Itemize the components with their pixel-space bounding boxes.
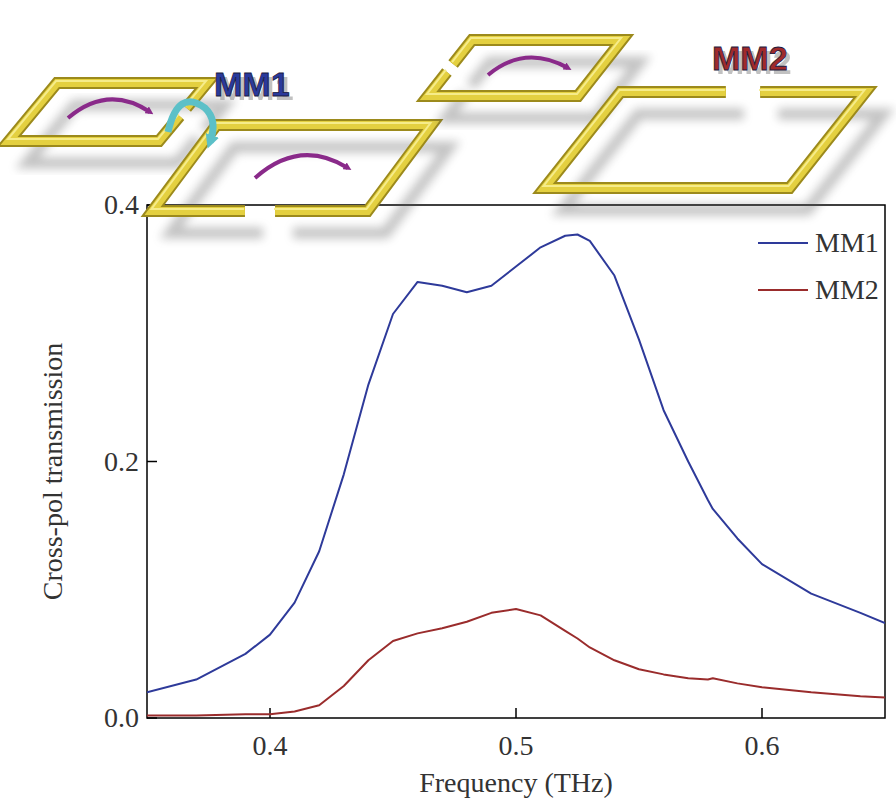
y-tick-label: 0.2: [104, 446, 139, 477]
current-arrow: [68, 99, 150, 118]
legend: MM1 MM2: [758, 227, 879, 305]
ring: [428, 40, 622, 96]
legend-label: MM1: [815, 227, 879, 258]
coupling-arrow: [168, 102, 213, 142]
annotation: MM1: [214, 65, 290, 103]
legend-swatch: [758, 289, 808, 291]
illustration: MM1MM1MM2MM2: [8, 38, 884, 233]
x-tick: [761, 708, 763, 718]
legend-swatch: [758, 242, 808, 244]
ring-edge: [153, 125, 432, 211]
y-tick-label: 0.4: [104, 189, 139, 220]
series-line: [147, 609, 885, 715]
ring-edge: [428, 40, 622, 96]
y-tick: [147, 461, 157, 463]
y-axis-title: Cross-pol transmission: [37, 343, 68, 600]
annotation: MM2: [712, 39, 788, 77]
ring-highlight: [427, 38, 621, 94]
y-tick: [147, 717, 157, 719]
ring-edge: [545, 92, 866, 188]
series-line: [147, 235, 885, 693]
x-tick-label: 0.6: [745, 730, 780, 761]
y-tick-label: 0.0: [104, 702, 139, 733]
plot-frame: [147, 205, 885, 718]
x-tick-label: 0.5: [499, 730, 534, 761]
current-arrow: [488, 58, 568, 75]
legend-label: MM2: [815, 274, 879, 305]
ring: [545, 92, 866, 188]
x-axis-title: Frequency (THz): [419, 767, 613, 798]
chart: 0.4 0.5 0.6 0.0 0.2 0.4 Frequency (THz) Cross-p…: [0, 0, 896, 811]
ring-highlight: [152, 123, 431, 209]
ring-highlight: [544, 90, 865, 186]
plot-area: [147, 235, 885, 716]
x-tick: [269, 708, 271, 718]
x-tick: [515, 708, 517, 718]
ring: [153, 125, 432, 211]
x-tick-label: 0.4: [253, 730, 288, 761]
current-arrow: [255, 155, 348, 178]
